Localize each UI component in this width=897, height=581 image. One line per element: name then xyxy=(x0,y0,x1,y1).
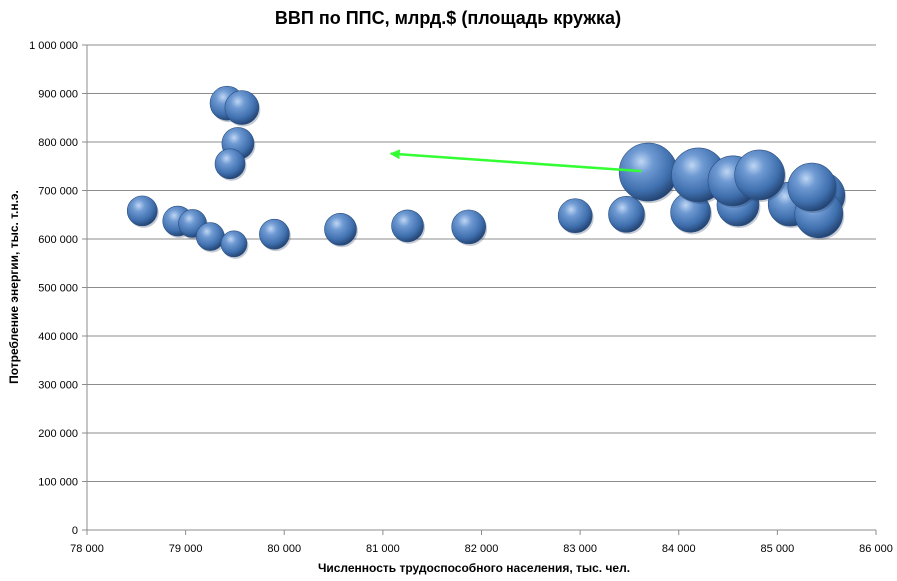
y-tick-label: 700 000 xyxy=(38,186,78,198)
bubble-point xyxy=(557,198,593,234)
y-tick-label: 400 000 xyxy=(38,331,78,343)
x-tick-label: 84 000 xyxy=(662,543,696,555)
bubble-point xyxy=(734,149,785,201)
bubble-point xyxy=(214,148,246,180)
bubbles xyxy=(126,85,847,259)
x-tick-label: 86 000 xyxy=(859,543,893,555)
bubble-point xyxy=(259,218,290,250)
trend-arrow xyxy=(389,149,642,173)
x-tick-label: 83 000 xyxy=(563,543,597,555)
chart-title: ВВП по ППС, млрд.$ (площадь кружка) xyxy=(275,8,621,28)
x-tick-label: 82 000 xyxy=(465,543,499,555)
y-tick-label: 300 000 xyxy=(38,380,78,392)
bubble-point xyxy=(224,90,260,125)
bubble-point xyxy=(195,222,225,251)
y-axis-label: Потребление энергии, тыс. т.н.э. xyxy=(7,190,21,384)
x-axis-label: Численность трудоспособного населения, т… xyxy=(318,561,630,575)
x-tick-label: 79 000 xyxy=(169,543,203,555)
bubble-point xyxy=(324,213,357,246)
y-axis-ticks: 0 100 000 200 000 300 000 400 000 500 000 600 … xyxy=(29,40,87,537)
bubble-point xyxy=(391,209,424,243)
y-tick-label: 200 000 xyxy=(38,428,78,440)
y-tick-label: 0 xyxy=(72,525,78,537)
x-tick-label: 78 000 xyxy=(70,543,104,555)
bubble-point xyxy=(787,162,837,212)
bubble-point xyxy=(220,230,248,258)
y-tick-label: 900 000 xyxy=(38,89,78,101)
grid-lines xyxy=(87,44,876,482)
bubble-point xyxy=(451,209,486,245)
y-tick-label: 500 000 xyxy=(38,283,78,295)
bubble-point xyxy=(608,195,645,233)
trend-arrow-layer xyxy=(389,149,642,173)
y-tick-label: 100 000 xyxy=(38,477,78,489)
y-tick-label: 800 000 xyxy=(38,137,78,149)
x-axis-ticks: 78 000 79 000 80 000 81 000 82 000 83 000 84 0… xyxy=(70,530,893,555)
y-tick-label: 600 000 xyxy=(38,234,78,246)
x-tick-label: 80 000 xyxy=(267,543,301,555)
y-tick-label: 1 000 000 xyxy=(29,40,78,52)
bubble-point xyxy=(126,195,158,227)
bubble-point xyxy=(618,142,678,202)
x-tick-label: 81 000 xyxy=(366,543,400,555)
x-tick-label: 85 000 xyxy=(761,543,795,555)
